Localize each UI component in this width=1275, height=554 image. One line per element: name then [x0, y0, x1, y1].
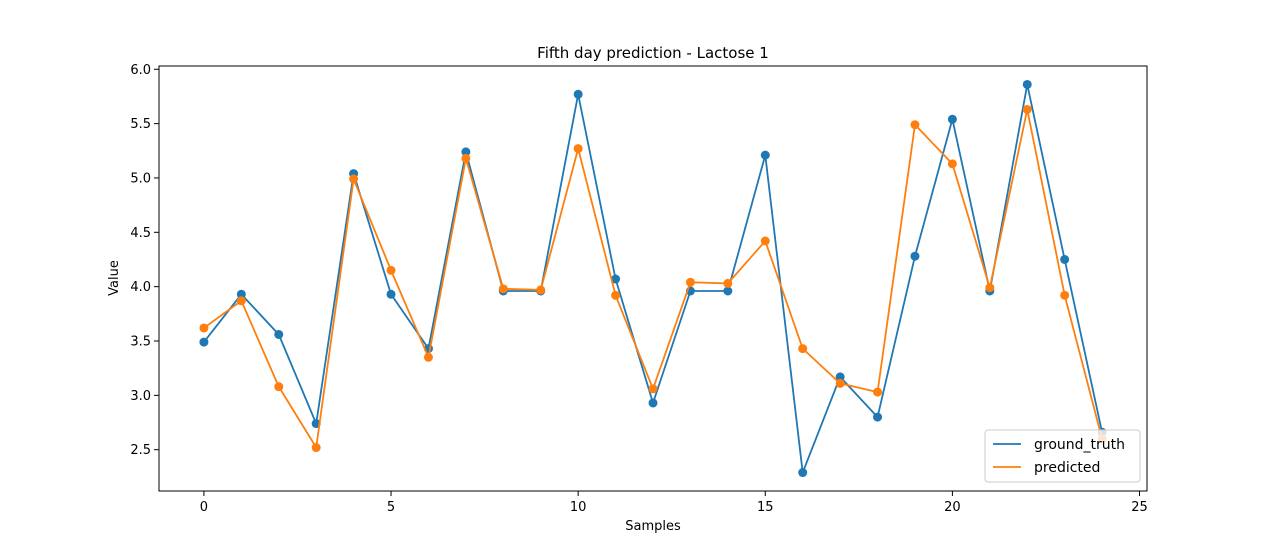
predicted-point [536, 285, 546, 295]
x-tick-label: 10 [570, 500, 587, 515]
legend-label-ground-truth: ground_truth [1034, 437, 1125, 453]
chart-title: Fifth day prediction - Lactose 1 [537, 44, 769, 62]
predicted-point [835, 378, 845, 388]
x-tick-label: 25 [1131, 500, 1148, 515]
predicted-point [199, 323, 209, 333]
predicted-point [985, 283, 995, 293]
y-tick-label: 4.5 [130, 226, 151, 241]
x-axis-label: Samples [625, 519, 681, 534]
axes-layer: 0 5 10 15 20 25 2.5 3.0 3.5 4.0 4.5 5.0 5.5 6.0 [130, 63, 1147, 515]
ground-truth-point [798, 468, 808, 478]
predicted-point [910, 120, 920, 130]
legend-box [984, 429, 1141, 483]
predicted-point [1060, 290, 1070, 300]
series-layer [199, 79, 1107, 478]
y-tick-label: 3.0 [130, 389, 151, 404]
y-tick-label: 5.5 [130, 117, 151, 132]
y-tick-label: 2.5 [130, 443, 151, 458]
legend: ground_truth predicted [984, 429, 1141, 483]
ground-truth-point [760, 150, 770, 160]
predicted-point [349, 174, 359, 184]
x-tick-label: 5 [387, 500, 395, 515]
ground-truth-point [461, 147, 471, 157]
y-tick-label: 5.0 [130, 171, 151, 186]
ground-truth-point [1022, 79, 1032, 89]
ground-truth-point [573, 89, 583, 99]
ground-truth-point [274, 329, 284, 339]
x-tick-label: 20 [944, 500, 961, 515]
x-tick-label: 0 [200, 500, 208, 515]
predicted-point [498, 284, 508, 294]
ground-truth-point [236, 289, 246, 299]
ground-truth-point [947, 114, 957, 124]
ground-truth-point [386, 289, 396, 299]
ground-truth-point [910, 251, 920, 261]
predicted-point [873, 387, 883, 397]
legend-label-predicted: predicted [1034, 460, 1100, 476]
y-tick-label: 6.0 [130, 63, 151, 78]
ground-truth-point [873, 412, 883, 422]
predicted-point [798, 344, 808, 354]
predicted-point [311, 443, 321, 453]
ground-truth-point [199, 337, 209, 347]
predicted-point [611, 290, 621, 300]
y-axis-label: Value [107, 260, 122, 296]
predicted-point [723, 278, 733, 288]
predicted-point [648, 384, 658, 394]
ground-truth-point [1060, 254, 1070, 264]
predicted-point [947, 159, 957, 169]
y-tick-label: 4.0 [130, 280, 151, 295]
ground-truth-point [723, 286, 733, 296]
predicted-point [274, 382, 284, 392]
predicted-point [760, 236, 770, 246]
legend-entries: ground_truth predicted [993, 437, 1125, 476]
predicted-point [236, 296, 246, 306]
ground-truth-point [835, 372, 845, 382]
ground-truth-point [648, 398, 658, 408]
predicted-point [1022, 104, 1032, 114]
ground-truth-point [611, 274, 621, 284]
x-tick-label: 15 [757, 500, 774, 515]
predicted-point [386, 265, 396, 275]
plot-frame [158, 65, 1148, 492]
predicted-point [461, 153, 471, 163]
y-tick-label: 3.5 [130, 335, 151, 350]
predicted-point [573, 144, 583, 154]
predicted-point [423, 352, 433, 362]
predicted-point [685, 277, 695, 287]
plot-area [159, 66, 1147, 491]
